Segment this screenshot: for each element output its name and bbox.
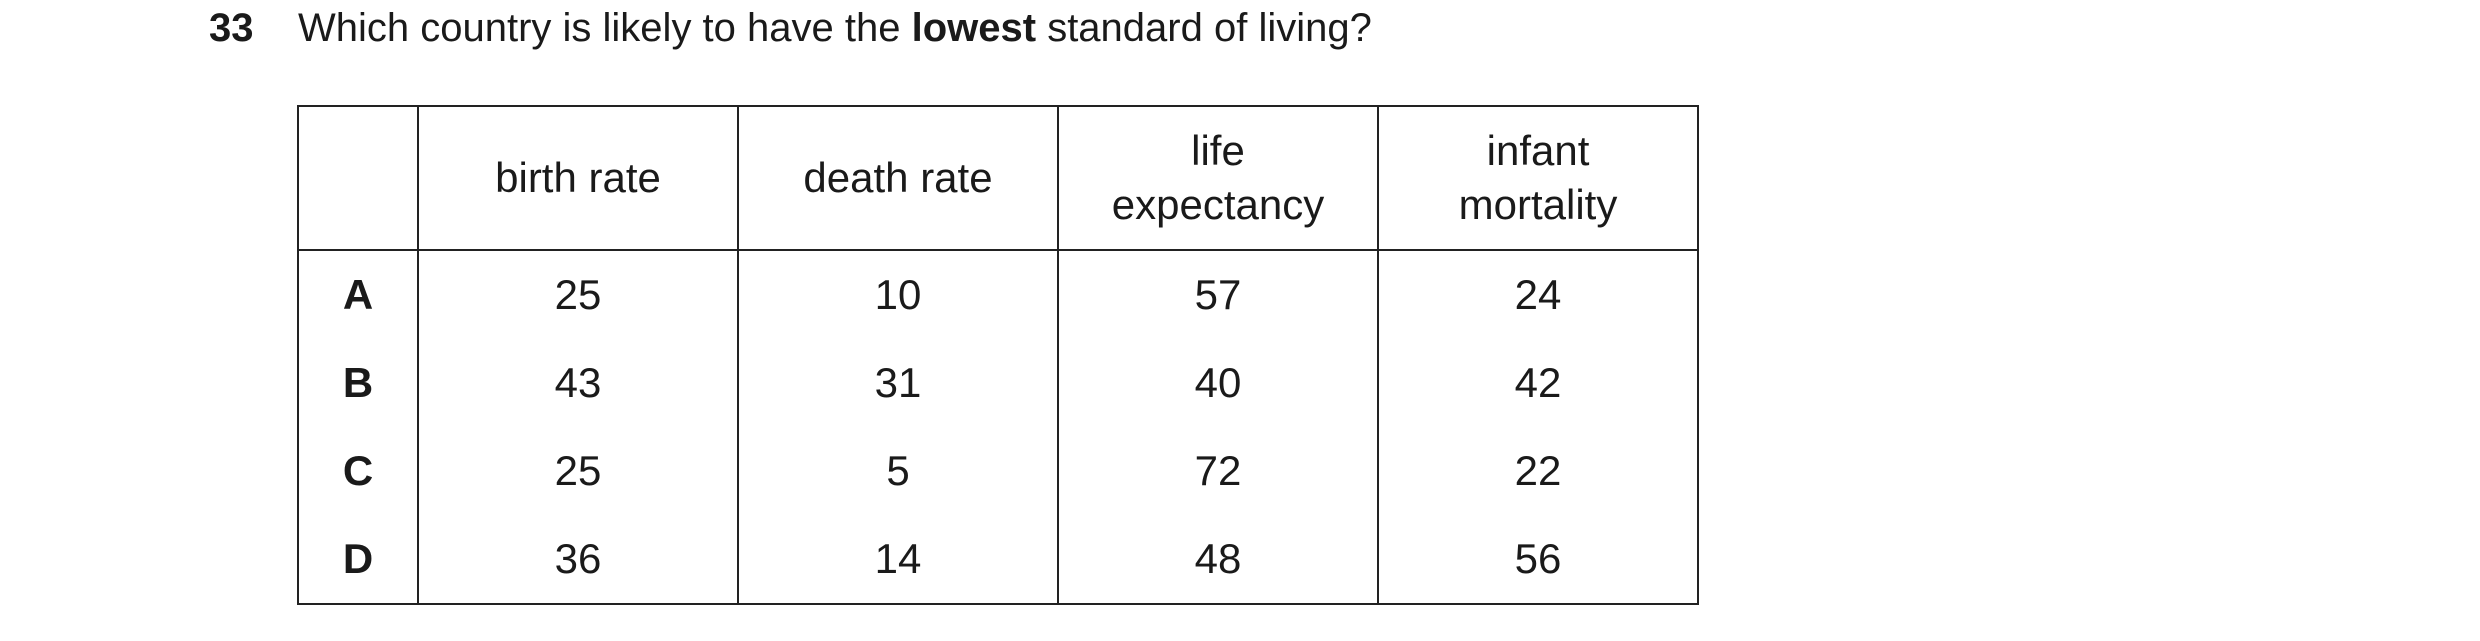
question: 33 Which country is likely to have the l…	[209, 0, 1372, 56]
cell-life-expectancy: 72	[1057, 427, 1379, 515]
cell-infant-mortality: 42	[1377, 339, 1699, 427]
cell-life-expectancy: 57	[1057, 250, 1379, 339]
header-infant-mortality: infant mortality	[1377, 105, 1699, 251]
cell-infant-mortality: 22	[1377, 427, 1699, 515]
table-row: B 43 31 40 42	[297, 339, 1699, 427]
cell-death-rate: 10	[737, 250, 1059, 339]
header-death-rate: death rate	[737, 105, 1059, 251]
question-text-start: Which country is likely to have the	[298, 5, 912, 50]
question-text-end: standard of living?	[1036, 5, 1372, 50]
header-life-expectancy: life expectancy	[1057, 105, 1379, 251]
cell-birth-rate: 43	[417, 339, 739, 427]
question-number: 33	[209, 5, 254, 50]
row-label: D	[297, 515, 419, 605]
row-label: A	[297, 250, 419, 339]
cell-infant-mortality: 56	[1377, 515, 1699, 605]
table-row: C 25 5 72 22	[297, 427, 1699, 515]
header-corner	[297, 105, 419, 251]
header-infant-mortality-line2: mortality	[1458, 181, 1618, 228]
cell-death-rate: 14	[737, 515, 1059, 605]
row-label: C	[297, 427, 419, 515]
row-label: B	[297, 339, 419, 427]
cell-birth-rate: 36	[417, 515, 739, 605]
cell-death-rate: 31	[737, 339, 1059, 427]
header-birth-rate: birth rate	[417, 105, 739, 251]
cell-infant-mortality: 24	[1377, 250, 1699, 339]
table-header-row: birth rate death rate life expectancy in…	[297, 105, 1699, 251]
question-text-emphasis: lowest	[911, 5, 1037, 50]
cell-life-expectancy: 48	[1057, 515, 1379, 605]
table-row: D 36 14 48 56	[297, 515, 1699, 605]
header-life-expectancy-line2: expectancy	[1111, 181, 1325, 228]
cell-life-expectancy: 40	[1057, 339, 1379, 427]
cell-death-rate: 5	[737, 427, 1059, 515]
header-life-expectancy-line1: life	[1191, 127, 1245, 174]
table-row: A 25 10 57 24	[297, 250, 1699, 339]
data-table: birth rate death rate life expectancy in…	[297, 105, 1699, 605]
cell-birth-rate: 25	[417, 250, 739, 339]
question-text: Which country is likely to have the lowe…	[298, 6, 1372, 51]
header-infant-mortality-line1: infant	[1486, 127, 1590, 174]
cell-birth-rate: 25	[417, 427, 739, 515]
